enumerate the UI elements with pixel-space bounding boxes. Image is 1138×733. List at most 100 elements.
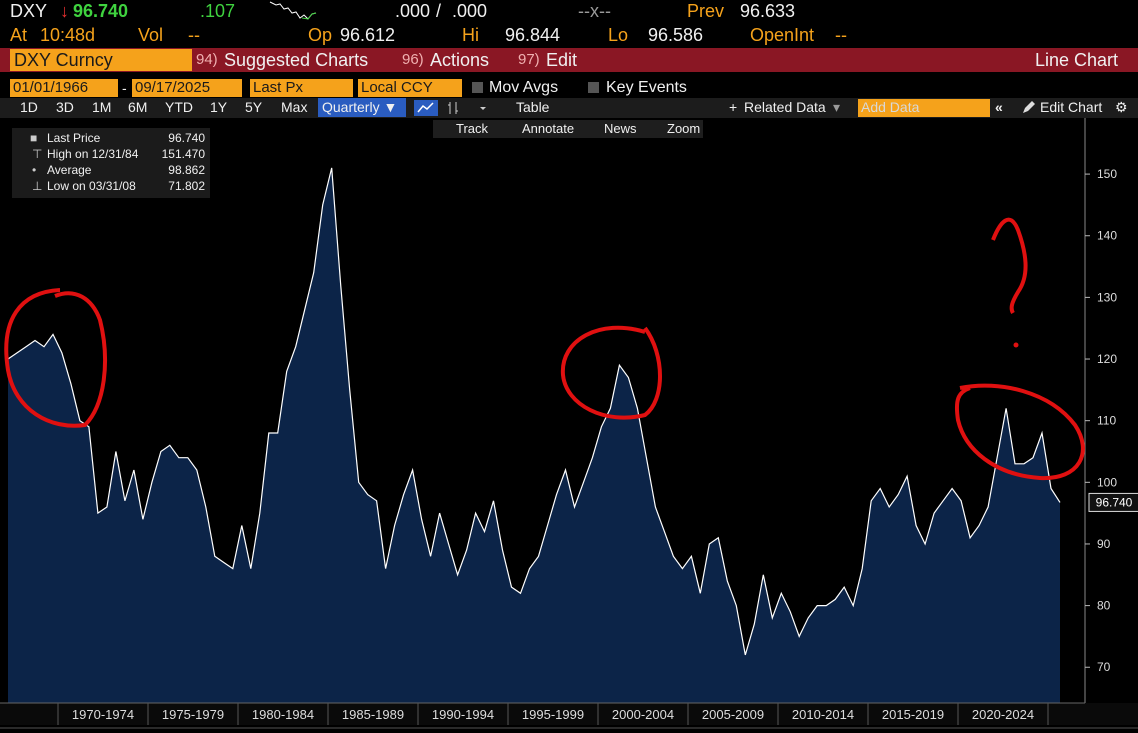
legend-value: 96.740	[168, 131, 205, 145]
x-tick-label: 1985-1989	[342, 707, 404, 722]
pencil-icon	[1023, 101, 1035, 113]
openint-value: --	[835, 25, 847, 45]
legend-box	[12, 128, 210, 198]
legend-icon: ■	[30, 131, 38, 145]
x-axis-strip	[0, 703, 1138, 725]
y-tick-label: 150	[1097, 167, 1117, 181]
x-tick-label: 2000-2004	[612, 707, 674, 722]
period-button[interactable]: 1D	[20, 99, 38, 115]
mov-avgs-checkbox[interactable]	[472, 82, 483, 93]
y-tick-label: 120	[1097, 352, 1117, 366]
chart-toolbar	[433, 120, 703, 138]
period-bar	[0, 98, 1138, 118]
legend-label: Low on 03/31/08	[47, 179, 136, 193]
last-price-tag	[1088, 492, 1138, 512]
security-name: DXY Curncy	[14, 50, 113, 70]
period-button[interactable]: YTD	[165, 99, 193, 115]
chart: 70 80 90 100 110 120 130 140 150 96.740 1970-1974 1…	[0, 118, 1138, 729]
field: Last Px	[253, 79, 304, 96]
x-tick-label: 1995-1999	[522, 707, 584, 722]
legend-value: 98.862	[168, 163, 205, 177]
chart-tool[interactable]: Zoom	[667, 121, 701, 136]
size: --x--	[578, 1, 611, 21]
period-button[interactable]: 3D	[56, 99, 74, 115]
low-value: 96.586	[648, 25, 704, 45]
high-label: Hi	[462, 25, 479, 45]
legend-label: High on 12/31/84	[47, 147, 139, 161]
related-plus: +	[729, 99, 738, 115]
chart-tool[interactable]: News	[604, 121, 637, 136]
menu-key: 97)	[518, 51, 540, 68]
sparkline	[269, 1, 317, 20]
period-button[interactable]: 1M	[92, 99, 112, 115]
x-tick-label: 1970-1974	[72, 707, 134, 722]
legend-icon: ⊥	[32, 179, 43, 193]
bid: .000	[395, 1, 431, 21]
area-fill	[8, 167, 1060, 703]
end-date: 09/17/2025	[135, 79, 211, 96]
vol-label: Vol	[138, 25, 164, 45]
chart-style-icons	[414, 100, 486, 116]
frequency-box[interactable]	[318, 98, 406, 117]
gear-icon[interactable]: ⚙	[1115, 99, 1128, 115]
chart-tool[interactable]: Track	[456, 121, 489, 136]
y-tick-label: 140	[1097, 229, 1117, 243]
end-date-box[interactable]	[132, 79, 242, 97]
x-tick-label: 1980-1984	[252, 707, 314, 722]
frequency: Quarterly ▼	[322, 99, 398, 115]
table-button[interactable]: Table	[516, 99, 550, 115]
period-button[interactable]: Max	[281, 99, 308, 115]
y-tick-label: 110	[1097, 414, 1116, 428]
prev-value: 96.633	[740, 1, 796, 21]
related-data[interactable]: Related Data	[744, 99, 826, 115]
x-tick-label: 2015-2019	[882, 707, 944, 722]
period-button[interactable]: 5Y	[245, 99, 263, 115]
add-data-box[interactable]	[858, 99, 990, 117]
start-date: 01/01/1966	[13, 79, 89, 96]
open-value: 96.612	[340, 25, 396, 45]
chart-view: Line Chart	[1035, 50, 1119, 70]
currency: Local CCY	[361, 79, 433, 96]
edit-chart[interactable]: Edit Chart	[1040, 99, 1103, 115]
period-button[interactable]: 6M	[128, 99, 148, 115]
menu-item[interactable]: Suggested Charts	[224, 50, 369, 70]
mov-avgs: Mov Avgs	[489, 79, 559, 96]
chart-tool[interactable]: Annotate	[522, 121, 575, 136]
field-box[interactable]	[250, 79, 353, 97]
menu-item[interactable]: Actions	[430, 50, 490, 70]
net-change: .107	[200, 1, 236, 21]
x-tick-label: 1975-1979	[162, 707, 224, 722]
ask: .000	[452, 1, 488, 21]
bid-ask-separator: /	[436, 1, 442, 21]
key-events-checkbox[interactable]	[588, 82, 599, 93]
low-label: Lo	[608, 25, 629, 45]
x-tick-label: 1990-1994	[432, 707, 494, 722]
collapse-icon[interactable]: «	[995, 99, 1003, 115]
x-tick-label: 2020-2024	[972, 707, 1034, 722]
legend-icon: •	[32, 163, 37, 177]
security-box[interactable]	[10, 49, 192, 71]
legend-value: 71.802	[168, 179, 205, 193]
time-label: At	[10, 25, 28, 45]
start-date-box[interactable]	[10, 79, 118, 97]
currency-box[interactable]	[358, 79, 462, 97]
direction-arrow: ↓	[60, 1, 69, 21]
x-tick-label: 2005-2009	[702, 707, 764, 722]
period-button[interactable]: 1Y	[210, 99, 228, 115]
price-line	[7, 167, 1061, 656]
date-dash: -	[122, 80, 127, 96]
open-label: Op	[308, 25, 333, 45]
time-value: 10:48d	[40, 25, 96, 45]
prev-label: Prev	[687, 1, 725, 21]
ticker: DXY	[10, 1, 48, 21]
key-events: Key Events	[606, 79, 687, 96]
y-tick-label: 90	[1097, 537, 1111, 551]
openint-label: OpenInt	[750, 25, 815, 45]
legend-icon: ⊤	[32, 147, 43, 161]
related-caret: ▾	[833, 99, 841, 115]
menu-key: 94)	[196, 51, 218, 68]
vol-value: --	[188, 25, 200, 45]
menu-item[interactable]: Edit	[546, 50, 578, 70]
legend-value: 151.470	[161, 147, 205, 161]
y-tick-label: 80	[1097, 599, 1111, 613]
